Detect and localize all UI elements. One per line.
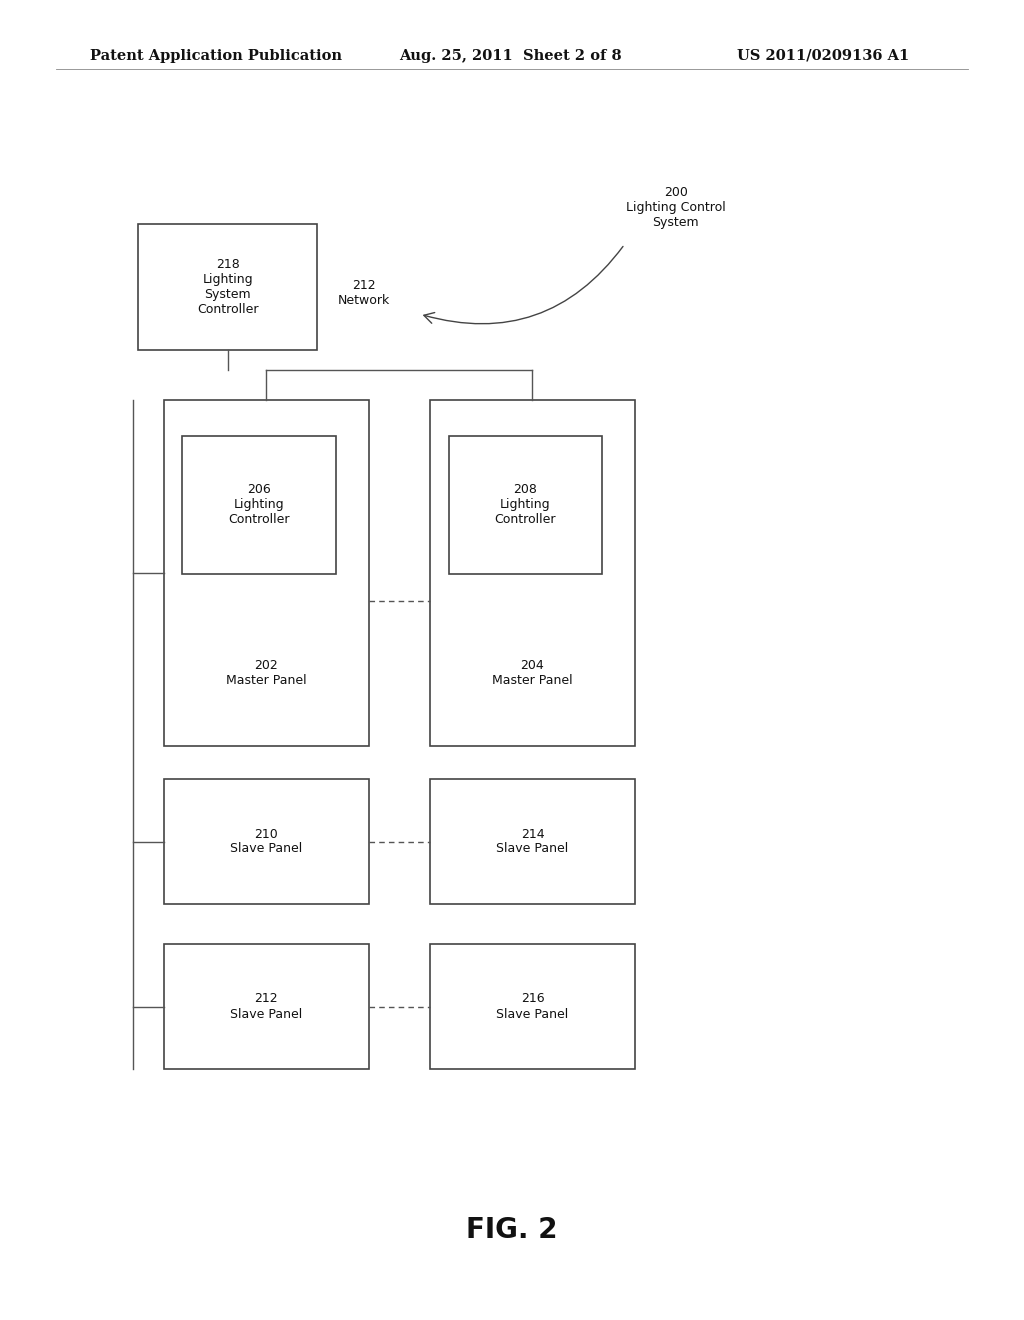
Text: 204
Master Panel: 204 Master Panel xyxy=(493,659,572,688)
Text: US 2011/0209136 A1: US 2011/0209136 A1 xyxy=(737,49,909,63)
Bar xyxy=(138,224,317,350)
Text: 208
Lighting
Controller: 208 Lighting Controller xyxy=(495,483,556,527)
Bar xyxy=(164,400,369,746)
Text: 210
Slave Panel: 210 Slave Panel xyxy=(230,828,302,855)
Text: 214
Slave Panel: 214 Slave Panel xyxy=(497,828,568,855)
Text: 218
Lighting
System
Controller: 218 Lighting System Controller xyxy=(197,259,259,315)
Bar xyxy=(430,400,635,746)
Text: Patent Application Publication: Patent Application Publication xyxy=(90,49,342,63)
Text: 212
Slave Panel: 212 Slave Panel xyxy=(230,993,302,1020)
Bar xyxy=(430,779,635,904)
Bar xyxy=(430,944,635,1069)
FancyArrowPatch shape xyxy=(424,247,623,323)
Bar xyxy=(182,436,336,574)
Text: 216
Slave Panel: 216 Slave Panel xyxy=(497,993,568,1020)
Text: 202
Master Panel: 202 Master Panel xyxy=(226,659,306,688)
Text: 212
Network: 212 Network xyxy=(337,279,390,308)
Bar xyxy=(164,779,369,904)
Text: FIG. 2: FIG. 2 xyxy=(466,1216,558,1245)
Text: Aug. 25, 2011  Sheet 2 of 8: Aug. 25, 2011 Sheet 2 of 8 xyxy=(399,49,622,63)
Bar xyxy=(449,436,602,574)
Text: 206
Lighting
Controller: 206 Lighting Controller xyxy=(228,483,290,527)
Bar xyxy=(164,944,369,1069)
Text: 200
Lighting Control
System: 200 Lighting Control System xyxy=(626,186,726,228)
